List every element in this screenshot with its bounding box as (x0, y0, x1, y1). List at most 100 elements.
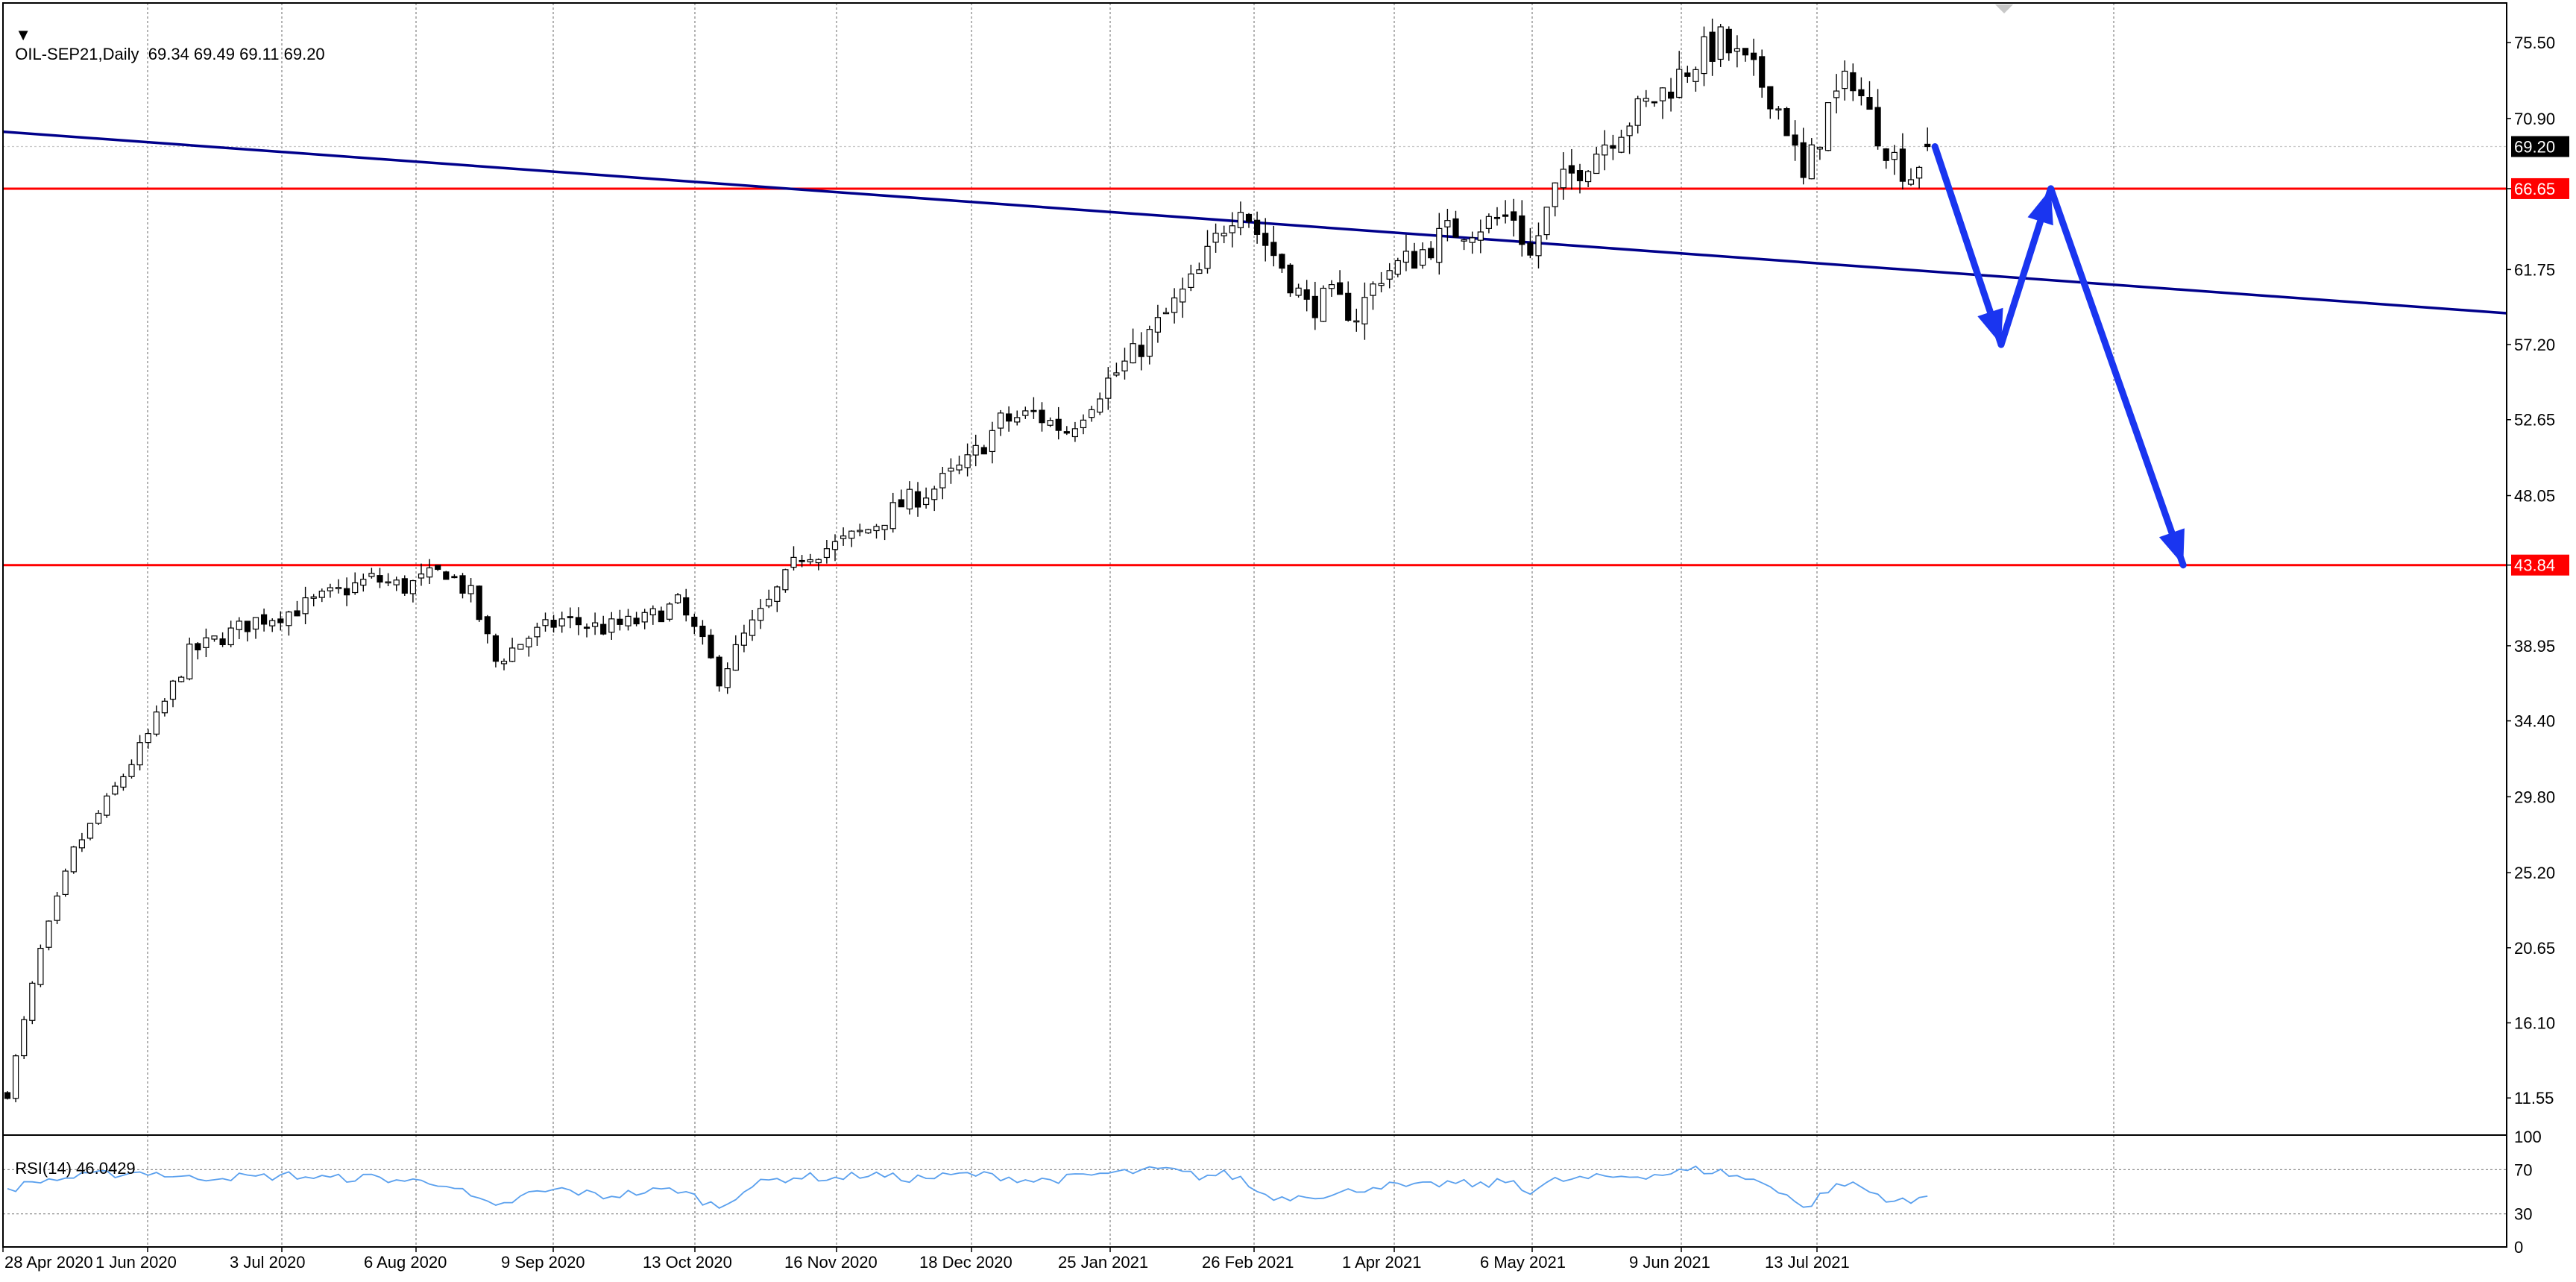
current-price-tag-text: 69.20 (2514, 138, 2555, 157)
candle-body (302, 597, 309, 615)
candle (1204, 230, 1211, 274)
candle (1535, 222, 1542, 268)
candle (807, 553, 813, 565)
candle (1411, 242, 1418, 269)
candle (1519, 200, 1525, 257)
candle-body (1030, 409, 1037, 412)
candle-body (1345, 292, 1352, 321)
candle-body (881, 524, 888, 530)
candle-body (1146, 329, 1153, 357)
candle (1568, 148, 1575, 190)
candle-body (1130, 343, 1136, 364)
candle (476, 585, 482, 622)
candle (881, 524, 888, 541)
candle-body (294, 610, 300, 617)
candle (865, 528, 872, 534)
x-tick-label: 6 Aug 2020 (364, 1253, 447, 1272)
candle (517, 644, 524, 650)
candle-body (1378, 283, 1385, 286)
forecast-arrows[interactable] (1931, 143, 2187, 569)
menu-triangle-icon[interactable]: ▼ (15, 25, 32, 44)
candle-body (1891, 151, 1898, 160)
horizontal-levels[interactable] (3, 187, 2507, 567)
candle (649, 605, 656, 625)
candle-body (1097, 398, 1103, 413)
candle (1692, 66, 1699, 92)
candle (13, 1054, 19, 1102)
candle-body (1527, 242, 1534, 256)
candle-body (1039, 409, 1045, 424)
candle (401, 575, 408, 596)
candle-body (1005, 413, 1013, 422)
candle (1039, 402, 1045, 432)
candle-body (591, 622, 599, 627)
candle (1452, 210, 1459, 238)
candle (286, 610, 292, 636)
candle (203, 628, 210, 658)
candle-body (558, 618, 565, 626)
y-tick-label: 20.65 (2514, 939, 2555, 958)
candle (1063, 426, 1070, 436)
candle (989, 421, 996, 464)
candle-body (467, 585, 474, 594)
candle (409, 579, 417, 603)
candle (1336, 270, 1344, 295)
candle (153, 705, 160, 737)
forecast-arrow-segment[interactable] (1931, 143, 2005, 348)
candle (1311, 281, 1318, 330)
candle-body (889, 502, 896, 530)
candle-body (1493, 216, 1501, 219)
candle (1138, 332, 1144, 371)
candle (1593, 147, 1600, 175)
candle-body (873, 526, 880, 532)
candle (674, 593, 681, 605)
candle-body (29, 982, 36, 1021)
candle (1320, 285, 1327, 322)
x-tick-label: 28 Apr 2020 (4, 1253, 93, 1272)
candle (633, 612, 640, 626)
x-tick-label: 9 Sep 2020 (501, 1253, 585, 1272)
candle (1543, 207, 1550, 240)
candle (1924, 127, 1931, 151)
candle (70, 846, 77, 874)
candle (898, 489, 904, 508)
time-axis[interactable]: 28 Apr 2020 1 Jun 2020 3 Jul 2020 6 Aug 202… (2, 1247, 1850, 1272)
candle (1180, 277, 1186, 318)
level-price-tag-text: 66.65 (2514, 180, 2555, 198)
x-tick-label: 13 Oct 2020 (643, 1253, 732, 1272)
y-tick-label: 61.75 (2514, 260, 2555, 279)
candle-body (1055, 418, 1062, 431)
price-axis[interactable]: 75.50 70.90 61.75 57.20 52.65 48.05 38.95 34.40… (2507, 34, 2555, 1257)
candle (1378, 271, 1385, 292)
candle-body (1237, 212, 1244, 228)
candle (716, 655, 722, 692)
candle-body (1659, 87, 1666, 101)
candle-body (732, 644, 739, 671)
candle (848, 530, 855, 547)
candle (1171, 288, 1178, 324)
candle (1585, 170, 1592, 187)
candle (1245, 213, 1253, 228)
candle (1767, 86, 1774, 119)
candle (914, 482, 922, 517)
candle (857, 524, 863, 537)
candle (815, 558, 822, 571)
candle (1684, 66, 1691, 84)
candle (1634, 95, 1641, 133)
candle-body (508, 647, 516, 662)
current-price-tag (2511, 136, 2569, 157)
candle-body (377, 575, 383, 583)
candle-body (1916, 166, 1923, 179)
candle-body (1328, 284, 1335, 289)
candle-body (368, 573, 375, 577)
scroll-marker-icon (1995, 4, 2013, 13)
candle (1386, 263, 1393, 289)
candle (211, 635, 218, 642)
candle-body (1154, 317, 1162, 333)
candle-body (1196, 269, 1203, 274)
candle-body (1469, 237, 1476, 243)
candle (360, 574, 367, 592)
forecast-arrow-segment[interactable] (2047, 185, 2187, 569)
candle-body (1767, 86, 1774, 110)
